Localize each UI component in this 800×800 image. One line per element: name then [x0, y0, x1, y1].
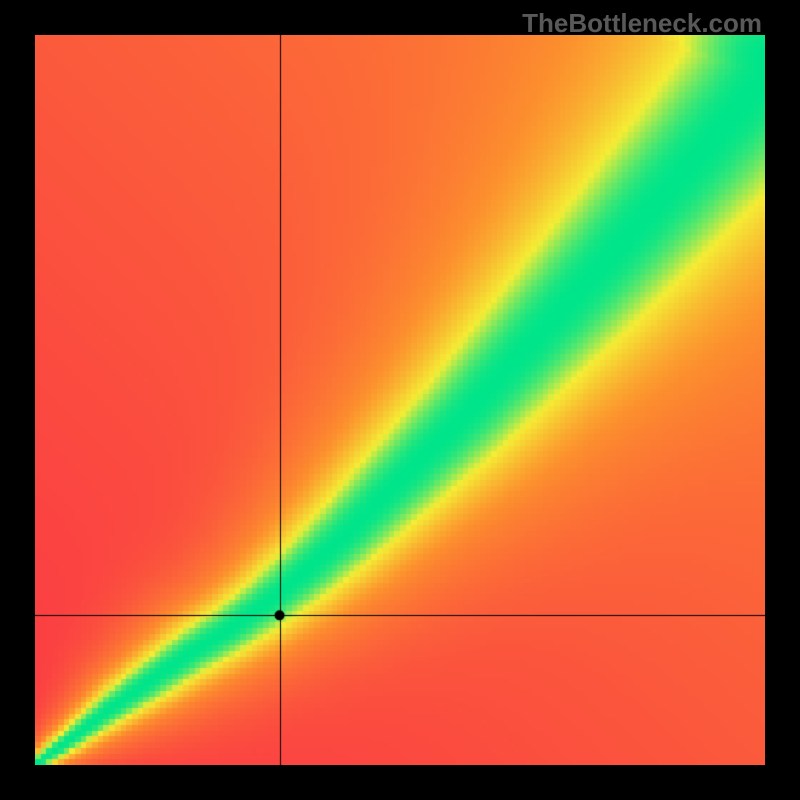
- heatmap-plot: [35, 35, 765, 765]
- watermark-text: TheBottleneck.com: [522, 8, 762, 39]
- root-container: TheBottleneck.com: [0, 0, 800, 800]
